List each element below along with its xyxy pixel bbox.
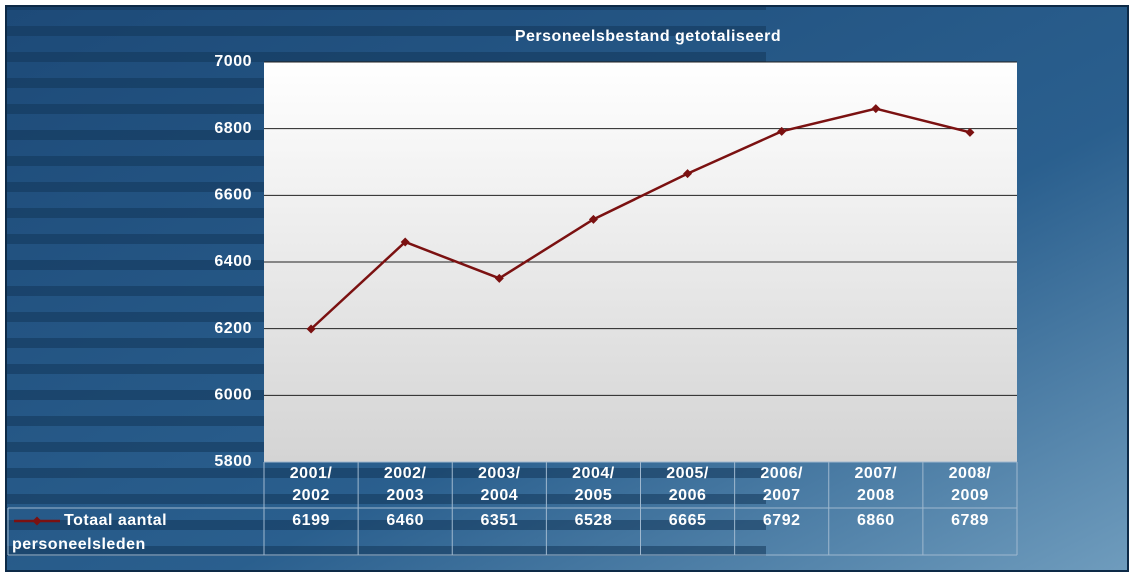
table-value: 6351 [481,512,519,529]
chart-title: Personeelsbestand getotaliseerd [515,28,781,45]
table-value: 6528 [575,512,613,529]
table-value: 6665 [669,512,707,529]
y-tick-label: 6400 [214,253,252,270]
chart: Personeelsbestand getotaliseerd 5800 6000… [0,0,1134,577]
table-value: 6199 [292,512,330,529]
table-value: 6792 [763,512,801,529]
y-tick-label: 6600 [214,187,252,204]
table-value: 6789 [951,512,989,529]
table-value: 6860 [857,512,895,529]
y-tick-label: 6200 [214,320,252,337]
y-tick-label: 6800 [214,120,252,137]
page: Personeelsbestand getotaliseerd 5800 6000… [0,0,1134,577]
y-tick-label: 6000 [214,387,252,404]
table-value: 6460 [386,512,424,529]
y-tick-label: 7000 [214,53,252,70]
y-tick-label: 5800 [214,453,252,470]
